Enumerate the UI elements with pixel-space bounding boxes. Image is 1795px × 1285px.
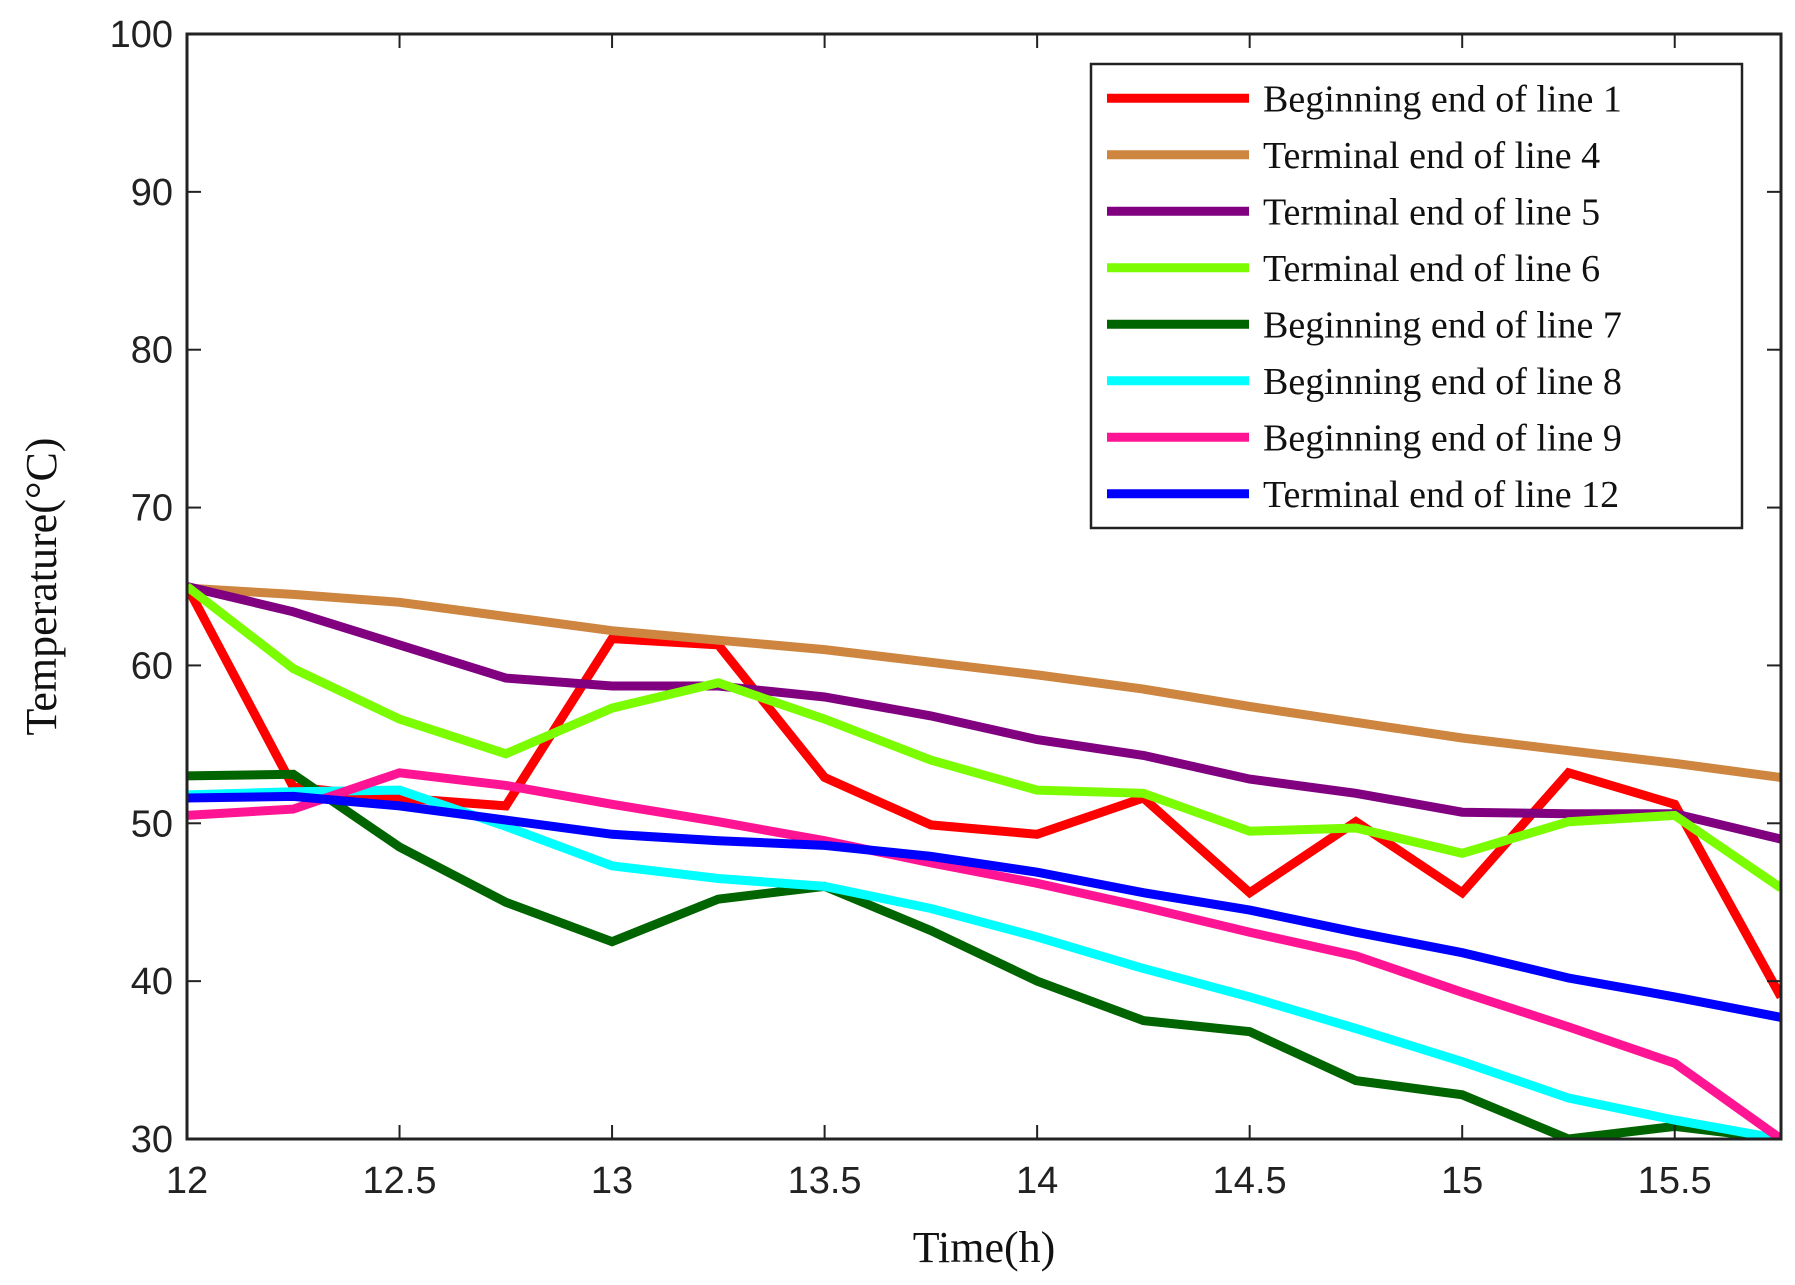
legend-label-3: Terminal end of line 5 — [1263, 191, 1600, 233]
x-tick-label: 15 — [1441, 1160, 1483, 1202]
series-line-2 — [187, 583, 1781, 782]
x-tick-label: 14 — [1016, 1160, 1058, 1202]
y-tick-label: 40 — [131, 961, 173, 1003]
series-line-1 — [187, 584, 1781, 1000]
series-line-6 — [187, 785, 1781, 1139]
legend-label-4: Terminal end of line 6 — [1263, 248, 1600, 290]
x-axis-title: Time(h) — [913, 1223, 1056, 1272]
x-tick-label: 14.5 — [1213, 1160, 1287, 1202]
y-tick-label: 60 — [131, 645, 173, 687]
series-line-7 — [187, 768, 1781, 1139]
legend-label-8: Terminal end of line 12 — [1263, 474, 1619, 516]
legend-box — [1089, 62, 1744, 530]
y-tick-label: 30 — [131, 1119, 173, 1161]
y-axis-title: Temperature(°C) — [17, 438, 66, 736]
y-tick-label: 70 — [131, 488, 173, 530]
axes-box — [185, 32, 1783, 1141]
legend-label-6: Beginning end of line 8 — [1263, 361, 1622, 403]
y-axis: 30 40 50 60 70 80 90 100 — [110, 14, 1781, 1161]
legend-label-5: Beginning end of line 7 — [1263, 304, 1622, 346]
series-line-4 — [187, 582, 1781, 892]
series-line-3 — [187, 582, 1781, 844]
series-line-8 — [187, 791, 1781, 1022]
y-tick-label: 90 — [131, 172, 173, 214]
x-axis: 12 12.5 13 13.5 14 14.5 15 15.5 — [166, 34, 1712, 1202]
x-tick-label: 12 — [166, 1160, 208, 1202]
legend-label-1: Beginning end of line 1 — [1263, 78, 1622, 120]
x-tick-label: 15.5 — [1638, 1160, 1712, 1202]
y-tick-label: 80 — [131, 330, 173, 372]
plot-lines — [187, 582, 1781, 1139]
x-tick-label: 12.5 — [363, 1160, 437, 1202]
legend: Beginning end of line 1 Terminal end of l… — [1089, 62, 1744, 530]
series-line-5 — [187, 769, 1781, 1139]
y-tick-label: 100 — [110, 14, 173, 56]
x-tick-label: 13 — [591, 1160, 633, 1202]
legend-label-2: Terminal end of line 4 — [1263, 135, 1600, 177]
y-tick-label: 50 — [131, 803, 173, 845]
x-tick-label: 13.5 — [788, 1160, 862, 1202]
legend-label-7: Beginning end of line 9 — [1263, 417, 1622, 459]
